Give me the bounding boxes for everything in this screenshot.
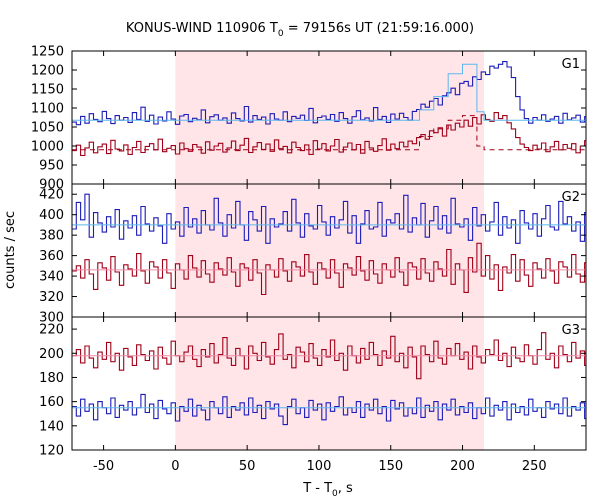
panel-g3-y-tick-label: 120: [39, 444, 64, 459]
panel-g3-y-tick-label: 220: [39, 323, 64, 338]
panel-g1-label: G1: [562, 57, 580, 72]
x-axis-label: T - T0, s: [302, 481, 353, 499]
panel-g1-y-tick-label: 1050: [31, 121, 64, 136]
x-tick-label: 100: [307, 459, 332, 474]
panel-g3-series-0: [72, 332, 586, 380]
panel-g3-y-tick-label: 140: [39, 419, 64, 434]
x-axis-label-main: T - T: [302, 481, 332, 496]
x-tick-label: 50: [239, 459, 256, 474]
panel-g1-y-tick-label: 1000: [31, 140, 64, 155]
panel-g2-series-0: [72, 193, 586, 244]
shaded-interval: [175, 51, 485, 450]
x-tick-label: 0: [171, 459, 179, 474]
panel-g2-series-1: [72, 242, 586, 296]
panel-g3-label: G3: [562, 323, 580, 338]
x-tick-label: 150: [378, 459, 403, 474]
chart-title-rest: = 79156s UT (21:59:16.000): [284, 21, 474, 36]
panel-g2-plot-area: [72, 193, 586, 296]
panel-g1-series-2: [72, 63, 586, 121]
panel-g1-y-tick-label: 1150: [31, 83, 64, 98]
panel-g3-series-1: [72, 393, 586, 426]
panel-g2-label: G2: [562, 190, 580, 205]
panel-g1-series-0: [72, 61, 586, 126]
chart-title: KONUS-WIND 110906 T0 = 79156s UT (21:59:…: [126, 21, 474, 39]
panel-g1-y-tick-label: 900: [39, 178, 64, 193]
x-tick-label: -50: [93, 459, 114, 474]
panel-g1-y-tick-label: 950: [39, 159, 64, 174]
panel-g1-series-3: [72, 115, 586, 151]
x-tick-label: 200: [450, 459, 475, 474]
panel-g2-y-tick-label: 320: [39, 290, 64, 305]
panel-g2-y-tick-label: 420: [39, 188, 64, 203]
panel-g2-y-tick-label: 360: [39, 249, 64, 264]
x-axis-label-subscript: 0: [332, 489, 338, 499]
panel-g2: 300 320 340 360 380 400 420 G2: [39, 183, 587, 326]
chart-title-main: KONUS-WIND 110906 T: [126, 21, 278, 36]
x-tick-label: 250: [522, 459, 547, 474]
panel-g2-y-tick-label: 300: [39, 311, 64, 326]
panel-g2-y-tick-label: 340: [39, 270, 64, 285]
panel-g3-frame: [71, 316, 587, 451]
panel-g2-y-tick-label: 400: [39, 208, 64, 223]
panel-g1-series-1: [72, 112, 586, 157]
panels-group: 900950100010501100115012001250G130032034…: [31, 45, 587, 474]
panel-g3: 120 140 160 180 200 220 G3: [39, 316, 587, 459]
panel-g3-y-tick-label: 200: [39, 347, 64, 362]
panel-g3-plot-area: [72, 332, 586, 426]
chart-title-subscript: 0: [278, 29, 284, 39]
panel-g1-y-tick-label: 1250: [31, 45, 64, 60]
y-axis-label: counts / sec: [3, 211, 18, 289]
panel-g1-plot-area: [72, 61, 586, 157]
panel-g2-y-tick-label: 380: [39, 229, 64, 244]
panel-g3-y-tick-label: 160: [39, 395, 64, 410]
panel-g1-y-tick-label: 1100: [31, 102, 64, 117]
panel-g1-y-tick-label: 1200: [31, 64, 64, 79]
x-axis-label-rest: , s: [338, 481, 353, 496]
panel-g3-y-tick-label: 180: [39, 371, 64, 386]
